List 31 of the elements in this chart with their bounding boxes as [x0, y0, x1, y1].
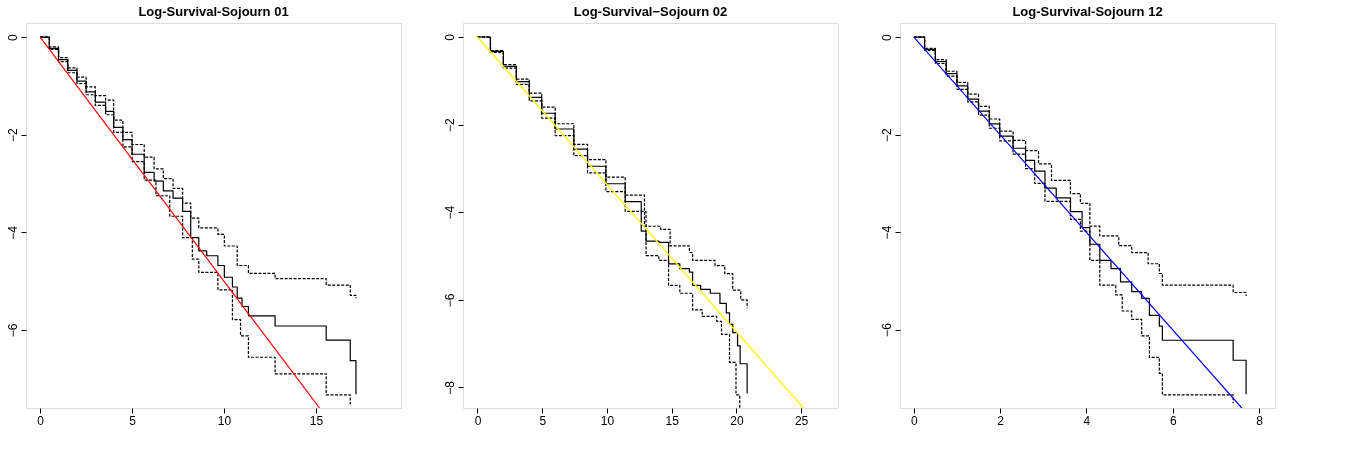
x-tick-label: 2	[997, 413, 1005, 428]
y-tick-label: −2	[5, 128, 20, 143]
x-tick-label: 6	[1169, 413, 1177, 428]
y-tick-label: 0	[879, 33, 894, 41]
chart-title: Log-Survival-Sojourn 12	[1012, 4, 1163, 19]
x-tick-label: 4	[1083, 413, 1091, 428]
y-tick-label: −6	[879, 322, 894, 337]
x-tick-label: 5	[129, 413, 137, 428]
chart-title: Log-Survival−Sojourn 02	[573, 4, 728, 19]
x-tick-label: 10	[600, 413, 615, 428]
y-tick-label: −4	[442, 205, 457, 220]
x-tick-label: 0	[474, 413, 482, 428]
y-tick-label: −8	[442, 380, 457, 395]
y-tick-label: −4	[879, 225, 894, 240]
y-tick-label: 0	[442, 33, 457, 41]
x-tick-label: 8	[1256, 413, 1264, 428]
x-tick-label: 20	[730, 413, 744, 428]
y-tick-label: −6	[5, 323, 20, 338]
x-tick-label: 0	[37, 413, 45, 428]
x-tick-label: 15	[309, 413, 324, 428]
y-tick-label: −4	[5, 225, 20, 240]
x-tick-label: 10	[217, 413, 232, 428]
x-tick-label: 25	[794, 413, 809, 428]
x-tick-label: 5	[539, 413, 547, 428]
x-tick-label: 15	[665, 413, 680, 428]
chart-title: Log-Survival-Sojourn 01	[138, 4, 289, 19]
y-tick-label: 0	[5, 33, 20, 41]
y-tick-label: −2	[879, 127, 894, 142]
y-tick-label: −6	[442, 293, 457, 308]
x-tick-label: 0	[910, 413, 918, 428]
y-tick-label: −2	[442, 117, 457, 132]
